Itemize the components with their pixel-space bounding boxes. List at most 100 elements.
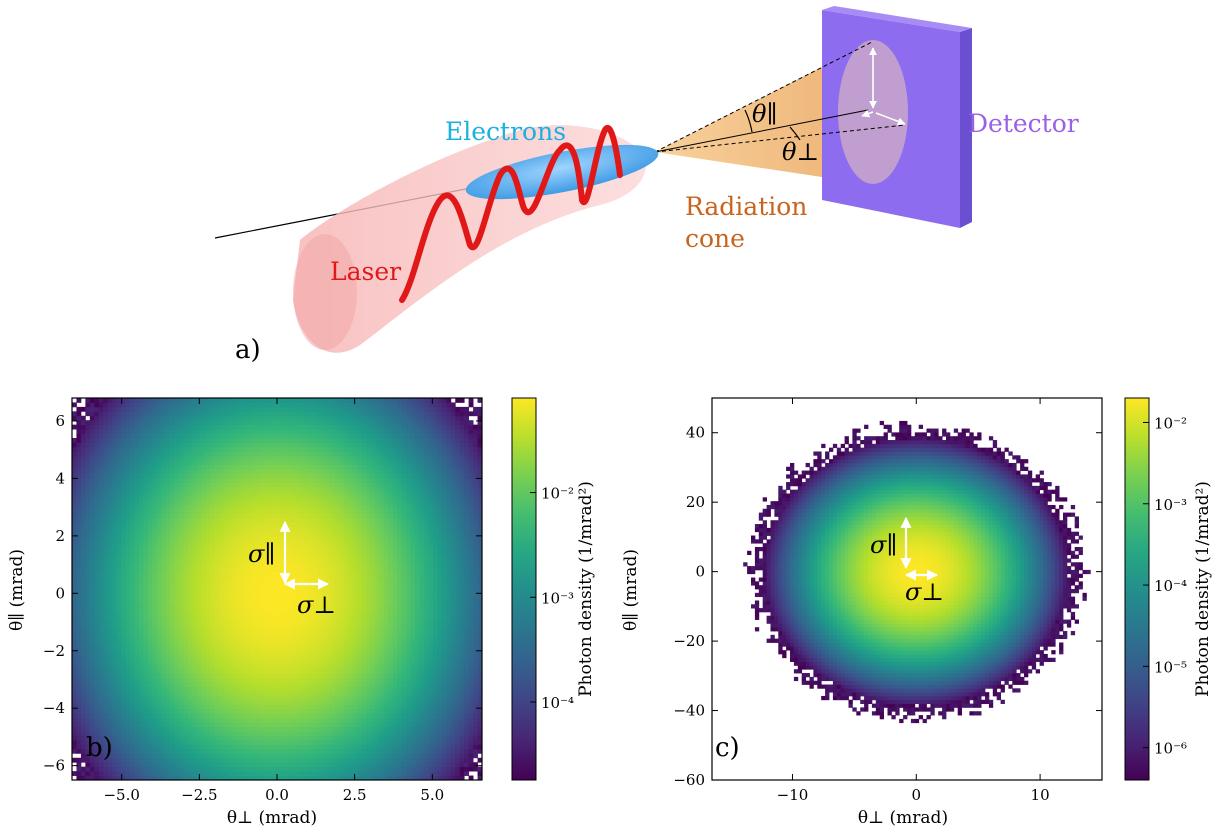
heatmap-cell (107, 655, 113, 661)
heatmap-cell (201, 660, 207, 665)
heatmap-cell (227, 504, 233, 510)
heatmap-cell (259, 642, 265, 648)
heatmap-cell (80, 717, 86, 723)
heatmap-cell (116, 633, 122, 639)
heatmap-cell (308, 637, 314, 643)
heatmap-cell (107, 735, 113, 741)
heatmap-cell (98, 740, 104, 745)
heatmap-cell (178, 664, 184, 670)
heatmap-cell (147, 677, 153, 683)
heatmap-cell (72, 593, 77, 599)
heatmap-cell (210, 677, 216, 683)
heatmap-cell (294, 491, 300, 497)
heatmap-cell (277, 615, 282, 621)
heatmap-cell (281, 402, 287, 408)
heatmap-cell (72, 673, 77, 679)
heatmap-cell (250, 446, 256, 452)
heatmap-cell (285, 531, 291, 537)
heatmap-cell (210, 406, 216, 412)
heatmap-cell (312, 597, 318, 603)
heatmap-cell (317, 504, 322, 510)
heatmap-cell (250, 566, 256, 572)
heatmap-cell (134, 602, 140, 608)
heatmap-cell (152, 615, 158, 621)
heatmap-cell (94, 420, 100, 426)
heatmap-cell (223, 411, 229, 417)
heatmap-cell (192, 757, 198, 763)
heatmap-cell (219, 606, 224, 612)
heatmap-cell (259, 477, 265, 483)
heatmap-cell (201, 620, 207, 625)
heatmap-cell (187, 682, 193, 688)
heatmap-cell (308, 668, 314, 674)
heatmap-cell (85, 597, 91, 603)
heatmap-cell (263, 526, 269, 532)
heatmap-cell (285, 411, 291, 417)
heatmap-cell (205, 584, 211, 590)
heatmap-cell (134, 695, 140, 701)
heatmap-cell (80, 522, 86, 528)
heatmap-cell (308, 544, 314, 550)
heatmap-cell (227, 668, 233, 674)
heatmap-cell (214, 668, 220, 674)
heatmap-cell (308, 735, 314, 741)
heatmap-cell (303, 402, 309, 408)
heatmap-cell (156, 597, 162, 603)
heatmap-cell (210, 411, 216, 417)
heatmap-cell (214, 522, 220, 528)
heatmap-cell (134, 540, 140, 545)
heatmap-cell (76, 726, 82, 732)
heatmap-cell (268, 762, 273, 768)
heatmap-cell (98, 602, 104, 608)
heatmap-cell (192, 473, 198, 479)
heatmap-cell (80, 633, 86, 639)
heatmap-cell (174, 708, 180, 714)
heatmap-cell (76, 566, 82, 572)
heatmap-cell (103, 464, 109, 470)
heatmap-cell (196, 522, 202, 528)
heatmap-cell (236, 646, 242, 652)
heatmap-cell (143, 775, 149, 781)
heatmap-cell (156, 571, 162, 577)
heatmap-cell (263, 593, 269, 599)
heatmap-cell (214, 429, 220, 434)
heatmap-cell (259, 557, 265, 563)
heatmap-cell (285, 451, 291, 457)
heatmap-cell (143, 486, 149, 492)
heatmap-cell (121, 722, 126, 728)
heatmap-cell (210, 544, 216, 550)
heatmap-cell (116, 771, 122, 776)
heatmap-cell (138, 753, 144, 759)
heatmap-cell (121, 713, 126, 719)
heatmap-cell (254, 602, 260, 608)
heatmap-cell (285, 624, 291, 630)
heatmap-cell (259, 660, 265, 665)
heatmap-cell (152, 624, 158, 630)
heatmap-cell (89, 522, 95, 528)
heatmap-cell (326, 775, 331, 781)
heatmap-cell (187, 575, 193, 581)
heatmap-cell (85, 477, 91, 483)
heatmap-cell (201, 473, 207, 479)
heatmap-cell (294, 731, 300, 736)
heatmap-cell (196, 642, 202, 648)
heatmap-cell (165, 411, 171, 417)
heatmap-cell (178, 615, 184, 621)
heatmap-cell (116, 535, 122, 541)
heatmap-cell (214, 535, 220, 541)
heatmap-cell (321, 433, 327, 439)
heatmap-cell (272, 655, 278, 661)
heatmap-cell (178, 491, 184, 497)
heatmap-cell (308, 495, 314, 501)
heatmap-cell (241, 486, 247, 492)
heatmap-cell (72, 486, 77, 492)
heatmap-cell (129, 398, 135, 403)
heatmap-cell (125, 580, 131, 585)
heatmap-cell (259, 446, 265, 452)
heatmap-cell (161, 424, 166, 430)
heatmap-cell (232, 602, 238, 608)
heatmap-cell (98, 593, 104, 599)
heatmap-cell (161, 682, 166, 688)
heatmap-cell (250, 437, 256, 443)
heatmap-cell (259, 633, 265, 639)
